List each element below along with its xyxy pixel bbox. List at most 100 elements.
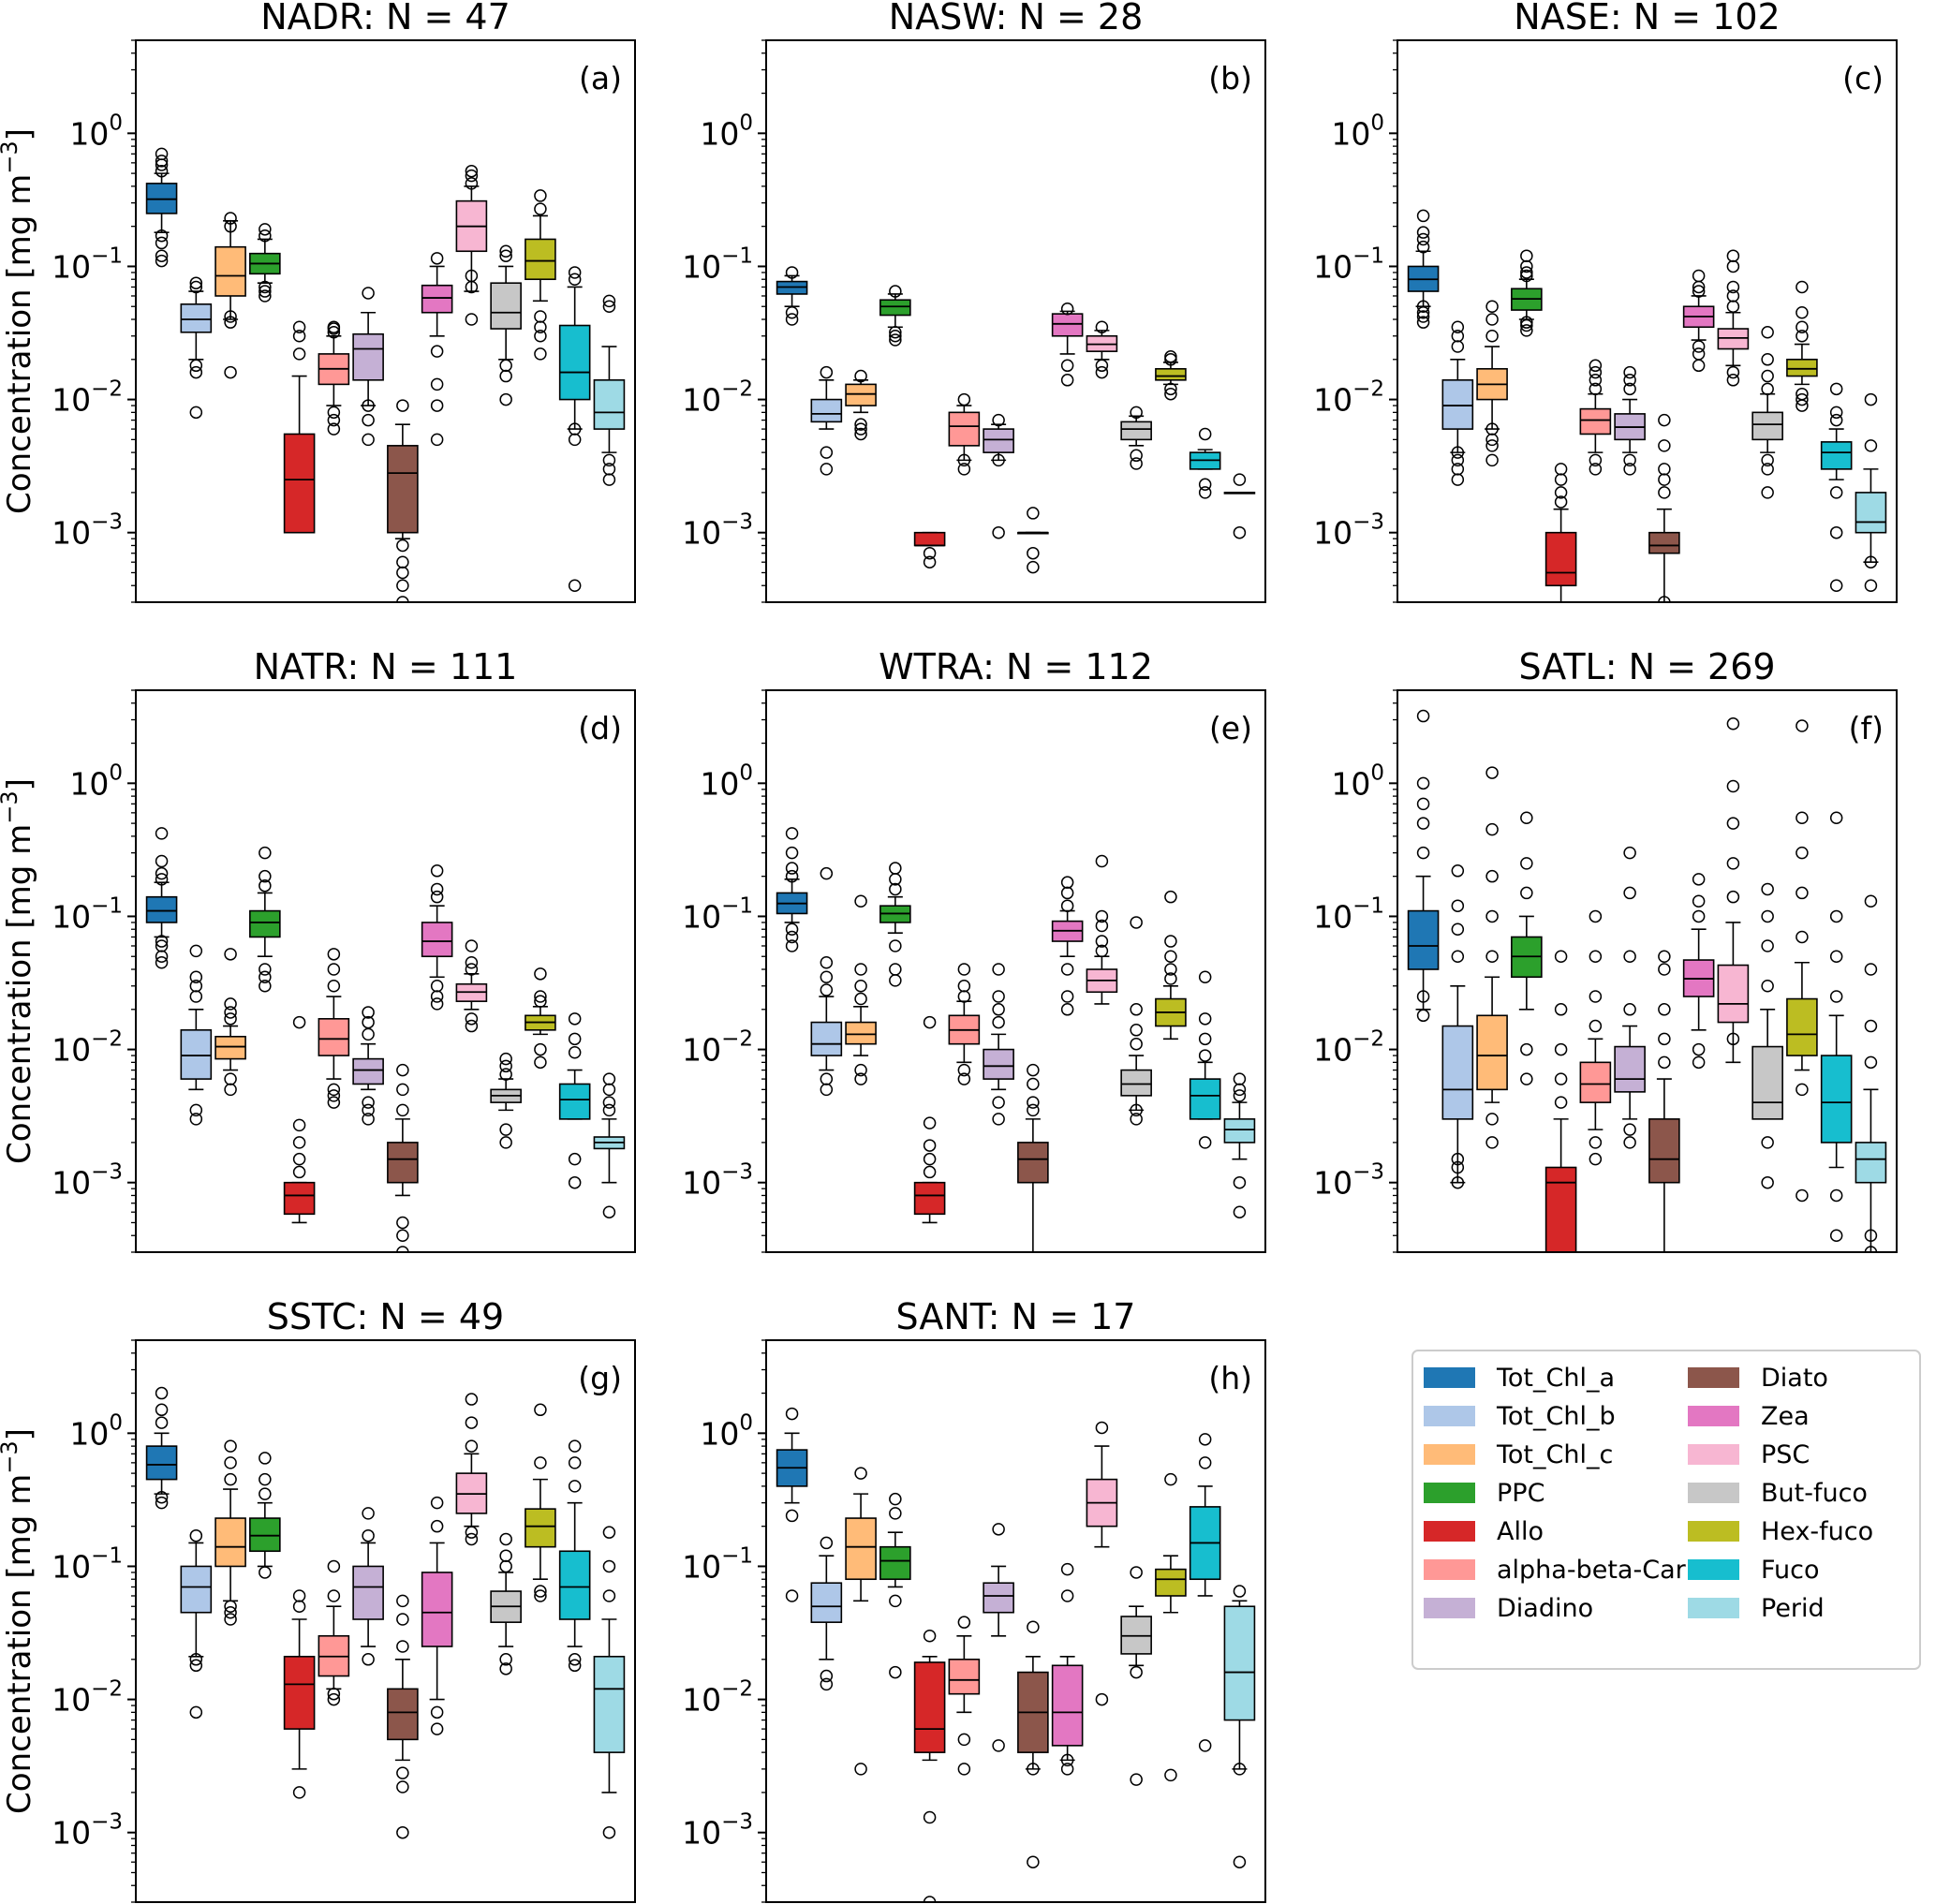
box-Tot_Chl_a (1407, 209, 1440, 329)
box-iqr (1820, 441, 1853, 470)
flier-point (1198, 970, 1212, 983)
flier-point (1416, 709, 1430, 723)
flier-point (499, 1662, 512, 1675)
flier-point (957, 980, 971, 993)
flier-point (1726, 249, 1740, 262)
legend-swatch (1688, 1521, 1739, 1542)
flier-point (820, 970, 834, 983)
panel-5: SATL: N = 269 (f) 100 10−1 10−2 10−3 (1313, 646, 1898, 1253)
flier-point (957, 1733, 971, 1747)
y-tick-label: 10−2 (682, 1677, 753, 1719)
flier-point (362, 1528, 375, 1542)
flier-point (430, 433, 444, 447)
box-iqr (1155, 368, 1187, 381)
box-PSC (455, 1393, 488, 1546)
box-iqr (1614, 1045, 1646, 1093)
legend-label: Zea (1761, 1402, 1810, 1431)
flier-point (224, 219, 237, 233)
flier-point (224, 1072, 237, 1085)
flier-point (1130, 1003, 1143, 1016)
flier-point (1761, 463, 1774, 476)
flier-point (1761, 909, 1774, 923)
box-Perid (1223, 1072, 1256, 1218)
box-PSC (455, 939, 488, 1033)
legend-label: Tot_Chl_a (1496, 1364, 1615, 1393)
flier-point (1589, 990, 1603, 1003)
flier-point (224, 997, 237, 1011)
flier-point (785, 313, 799, 326)
box-Hex-fuco (525, 189, 556, 361)
box-Zea (1682, 269, 1715, 373)
flier-point (1027, 1077, 1040, 1091)
legend-swatch (1688, 1406, 1739, 1426)
flier-point (1451, 1160, 1465, 1174)
flier-point (992, 1096, 1005, 1109)
flier-point (465, 963, 479, 976)
legend-item: Allo (1424, 1517, 1544, 1546)
flier-point (1692, 1055, 1706, 1070)
flier-point (1796, 280, 1809, 294)
flier-point (499, 244, 512, 258)
flier-point (396, 1246, 409, 1252)
flier-point (889, 1507, 902, 1520)
flier-point (1416, 316, 1430, 329)
box-iqr (1223, 1118, 1256, 1144)
flier-point (292, 1165, 306, 1179)
box-Tot_Chl_b (810, 365, 843, 476)
box-iqr (352, 332, 384, 381)
flier-point (1130, 1773, 1143, 1786)
flier-point (1095, 359, 1109, 373)
boxes-group (776, 827, 1256, 1252)
flier-point (923, 1896, 937, 1902)
flier-point (1726, 779, 1740, 793)
flier-point (292, 347, 306, 361)
y-tick-label: 100 (69, 1410, 123, 1452)
flier-point (430, 377, 444, 391)
box-Hex-fuco (1786, 280, 1818, 412)
flier-point (327, 1559, 341, 1573)
box-Tot_Chl_a (776, 1407, 808, 1602)
box-iqr (1120, 421, 1152, 441)
flier-point (568, 579, 582, 592)
flier-point (568, 1045, 582, 1059)
panel-title: NADR: N = 47 (260, 0, 510, 37)
box-iqr (1786, 997, 1818, 1056)
flier-point (465, 1019, 479, 1033)
flier-point (1658, 486, 1671, 499)
flier-point (327, 406, 341, 420)
box-Tot_Chl_b (180, 276, 213, 420)
box-iqr (558, 1550, 591, 1620)
flier-point (1589, 1152, 1603, 1166)
flier-point (1658, 413, 1671, 427)
box-Diato (1017, 507, 1049, 574)
legend-swatch (1424, 1444, 1475, 1465)
box-iqr (1579, 407, 1612, 435)
flier-point (1520, 886, 1533, 900)
flier-point (1761, 453, 1774, 467)
flier-point (1796, 811, 1809, 824)
legend-label: Hex-fuco (1761, 1517, 1873, 1546)
box-iqr (983, 1048, 1014, 1080)
flier-point (1829, 909, 1843, 923)
flier-point (889, 882, 902, 896)
y-tick-label: 10−1 (682, 893, 753, 935)
flier-point (189, 406, 203, 420)
panel-3: NATR: N = 111 (d) 100 10−1 10−2 10−3 Concentra… (0, 646, 636, 1253)
box-iqr (387, 1142, 419, 1184)
flier-point (992, 1113, 1005, 1126)
flier-point (923, 1116, 937, 1129)
flier-point (1095, 854, 1109, 868)
y-tick-label: 10−2 (52, 1677, 123, 1719)
boxes-group (776, 266, 1256, 574)
flier-point (1623, 950, 1636, 963)
flier-point (1485, 330, 1499, 343)
flier-point (327, 1589, 341, 1602)
legend-item: Fuco (1688, 1556, 1820, 1585)
flier-point (1095, 935, 1109, 948)
flier-point (1589, 909, 1603, 923)
box-Tot_Chl_b (810, 866, 843, 1097)
box-alpha-beta-Car (948, 963, 981, 1085)
flier-point (224, 1600, 237, 1613)
flier-point (499, 359, 512, 373)
flier-point (327, 963, 341, 976)
